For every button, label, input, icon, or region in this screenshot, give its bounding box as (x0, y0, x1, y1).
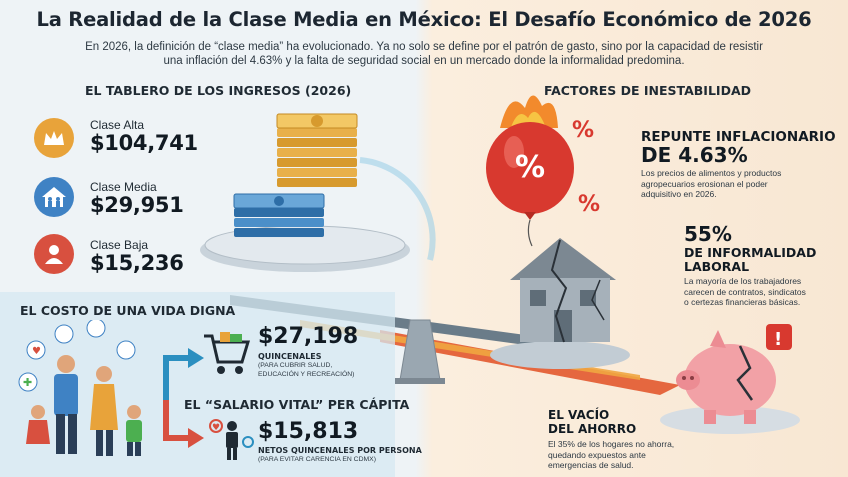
broken-piggy-bank-icon: ! (676, 324, 792, 424)
clase-media-value: $29,951 (90, 193, 184, 217)
family-icon: ♥ ✚ (18, 320, 142, 456)
clase-alta-value: $104,741 (90, 131, 198, 155)
clase-baja-label: Clase Baja (90, 238, 149, 252)
ahorro-head-1: EL VACÍO (548, 408, 610, 422)
cracked-house-icon (510, 238, 616, 343)
balloon-percent-symbol: % (515, 150, 546, 185)
inflacion-body-line-2: agropecuarios erosionan el poder (641, 178, 768, 189)
informalidad-body-line-1: La mayoría de los trabajadores (684, 276, 802, 286)
informalidad-body-line-2: carecen de contratos, sindicatos (684, 286, 806, 297)
subtitle-line-1: En 2026, la definición de “clase media” … (85, 41, 763, 53)
person-money-icon: ♥ (209, 419, 254, 460)
ahorro-body-line-1: El 35% de los hogares no ahorra, (548, 439, 675, 449)
gold-bill-stack (272, 108, 362, 198)
clase-alta-label: Clase Alta (90, 118, 145, 132)
crown-icon (44, 131, 64, 145)
clase-alta-badge (34, 118, 74, 158)
family-house-icon (42, 187, 66, 207)
flow-arrows (163, 348, 204, 448)
vida-digna-note-line-2: EDUCACIÓN Y RECREACIÓN) (258, 370, 355, 378)
subtitle-line-2: una inflación del 4.63% y la falta de se… (163, 55, 685, 67)
inflacion-body: Los precios de alimentos y productos agr… (641, 168, 781, 200)
svg-text:♥: ♥ (212, 423, 220, 433)
salario-vital-value: $15,813 (258, 419, 359, 444)
inflacion-body-line-3: adquisitivo en 2026. (641, 189, 717, 199)
shopping-cart-icon (204, 332, 250, 374)
vida-digna-note-line-1: (PARA CUBRIR SALUD, (258, 362, 333, 369)
salario-vital-title: EL “SALARIO VITAL” PER CÁPITA (184, 397, 410, 412)
ingresos-title: EL TABLERO DE LOS INGRESOS (2026) (85, 83, 352, 98)
clase-baja-value: $15,236 (90, 251, 184, 275)
vida-digna-note: (PARA CUBRIR SALUD, EDUCACIÓN Y RECREACI… (258, 362, 354, 379)
salario-vital-note: (PARA EVITAR CARENCIA EN CDMX) (258, 456, 376, 463)
clase-media-badge (34, 177, 74, 217)
floating-percent-symbol-2: % (578, 192, 601, 217)
factores-title: FACTORES DE INESTABILIDAD (544, 83, 751, 98)
informalidad-head-2: DE INFORMALIDAD (684, 245, 817, 260)
inflacion-head-2: DE 4.63% (641, 143, 748, 167)
inflacion-head-1: REPUNTE INFLACIONARIO (641, 129, 836, 145)
clase-baja-badge (34, 234, 74, 274)
salario-vital-caption: NETOS QUINCENALES POR PERSONA (258, 446, 422, 455)
svg-text:✚: ✚ (23, 376, 32, 389)
person-icon (45, 245, 63, 264)
vida-digna-caption: QUINCENALES (258, 352, 322, 361)
floating-percent-symbol-1: % (572, 118, 595, 143)
informalidad-body-line-3: o certezas financieras básicas. (684, 297, 801, 307)
svg-text:♥: ♥ (32, 346, 41, 357)
ahorro-body: El 35% de los hogares no ahorra, quedand… (548, 439, 674, 471)
blue-bill-stack (232, 190, 327, 245)
vida-digna-title: EL COSTO DE UNA VIDA DIGNA (20, 303, 236, 318)
svg-text:!: ! (774, 329, 782, 350)
page-subtitle: En 2026, la definición de “clase media” … (70, 40, 778, 68)
ahorro-body-line-3: emergencias de salud. (548, 460, 634, 470)
clase-media-label: Clase Media (90, 180, 157, 194)
ahorro-head-2: DEL AHORRO (548, 422, 637, 436)
informalidad-head-3: LABORAL (684, 259, 750, 274)
informalidad-body: La mayoría de los trabajadores carecen d… (684, 276, 806, 308)
vida-digna-value: $27,198 (258, 324, 359, 349)
ahorro-body-line-2: quedando expuestos ante (548, 449, 646, 460)
page-title: La Realidad de la Clase Media en México:… (36, 8, 812, 31)
informalidad-head-1: 55% (684, 222, 732, 246)
flaming-balloon-icon (486, 95, 574, 247)
inflacion-body-line-1: Los precios de alimentos y productos (641, 168, 782, 178)
